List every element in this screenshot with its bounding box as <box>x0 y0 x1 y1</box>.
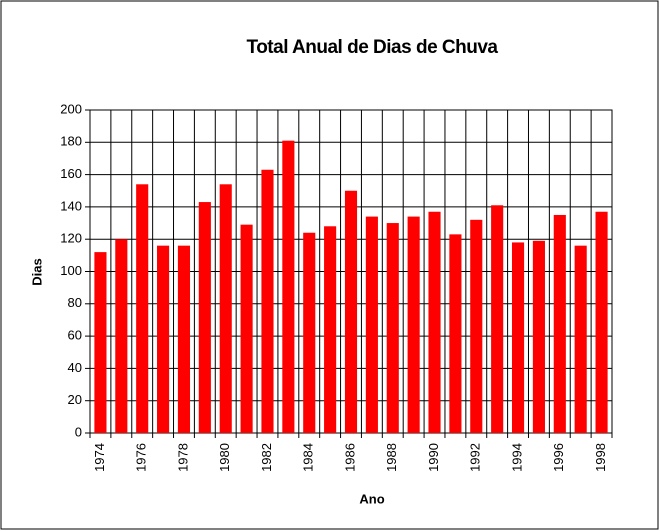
x-tick-label: 1984 <box>301 443 316 472</box>
x-tick-label: 1994 <box>509 443 524 472</box>
x-tick-label: 1974 <box>92 443 107 472</box>
x-tick-label: 1988 <box>384 443 399 472</box>
bar <box>428 211 441 433</box>
y-tick-label: 60 <box>68 328 82 343</box>
bar <box>470 219 483 433</box>
x-tick-label: 1982 <box>259 443 274 472</box>
bar <box>365 216 378 433</box>
bar <box>157 245 170 433</box>
y-tick-label: 160 <box>60 166 82 181</box>
x-tick-label: 1990 <box>426 443 441 472</box>
bar <box>574 245 587 433</box>
bar <box>407 216 420 433</box>
bar <box>282 140 295 433</box>
y-tick-label: 140 <box>60 198 82 213</box>
x-tick-label: 1980 <box>217 443 232 472</box>
x-axis-label: Ano <box>359 491 384 506</box>
bar <box>94 252 107 433</box>
bar <box>324 226 337 433</box>
bar <box>303 232 316 433</box>
bar <box>198 202 211 433</box>
bar <box>595 211 608 433</box>
x-tick-label: 1996 <box>551 443 566 472</box>
bar <box>553 214 566 433</box>
bar <box>491 205 504 433</box>
chart-title: Total Anual de Dias de Chuva <box>247 37 499 58</box>
y-tick-label: 20 <box>68 392 82 407</box>
bar <box>532 240 545 433</box>
x-tick-label: 1998 <box>593 443 608 472</box>
bar <box>219 184 232 433</box>
x-tick-label: 1978 <box>175 443 190 472</box>
bar <box>261 169 274 433</box>
y-tick-label: 100 <box>60 263 82 278</box>
x-tick-label: 1986 <box>342 443 357 472</box>
bar <box>511 242 525 433</box>
y-tick-label: 0 <box>75 424 82 439</box>
y-tick-label: 120 <box>60 231 82 246</box>
bar <box>115 239 128 433</box>
bar <box>344 190 358 433</box>
bar <box>449 234 462 433</box>
y-tick-label: 80 <box>68 295 82 310</box>
bar <box>136 184 149 433</box>
y-tick-label: 180 <box>60 134 82 149</box>
bar <box>240 224 253 433</box>
bar <box>177 245 191 433</box>
y-axis-label: Dias <box>29 258 44 285</box>
y-tick-label: 40 <box>68 360 82 375</box>
bar <box>386 223 399 433</box>
x-tick-label: 1992 <box>468 443 483 472</box>
x-tick-label: 1976 <box>134 443 149 472</box>
y-tick-label: 200 <box>60 101 82 116</box>
